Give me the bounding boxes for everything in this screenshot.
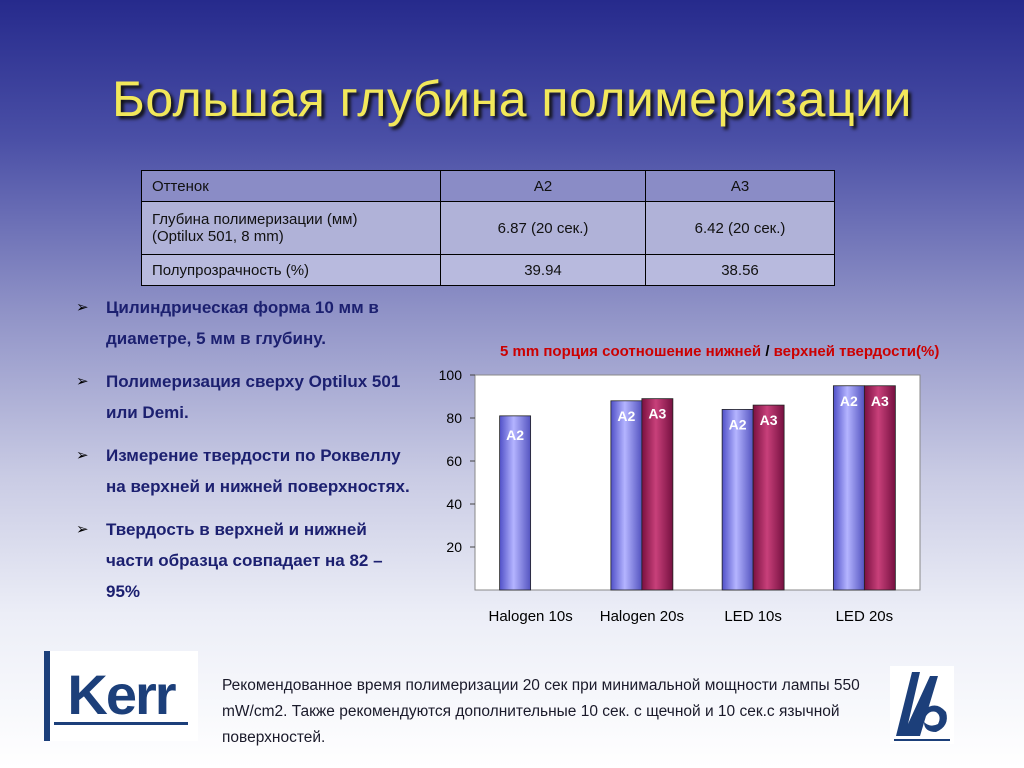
bar-a2 bbox=[610, 400, 643, 591]
y-tick-label: 100 bbox=[439, 367, 463, 383]
arrow-bullet-icon: ➢ bbox=[76, 447, 89, 464]
bar-data-label: A2 bbox=[506, 427, 524, 443]
chart-title: 5 mm порция соотношение нижней / верхней… bbox=[500, 343, 1010, 360]
table-cell-label-line: Глубина полимеризации (мм) bbox=[152, 211, 358, 228]
bullet-item: ➢ Цилиндрическая форма 10 мм в диаметре,… bbox=[72, 292, 417, 354]
table-cell-label: Глубина полимеризации (мм) (Optilux 501,… bbox=[141, 201, 441, 255]
x-tick-label: Halogen 10s bbox=[489, 608, 573, 625]
table-header-cell: Оттенок bbox=[141, 170, 441, 202]
table-row: Глубина полимеризации (мм) (Optilux 501,… bbox=[141, 201, 835, 255]
x-tick-label: LED 10s bbox=[724, 608, 782, 625]
table-cell: 6.42 (20 сек.) bbox=[645, 201, 835, 255]
table-row: Полупрозрачность (%) 39.94 38.56 bbox=[141, 254, 835, 286]
bar-data-label: A2 bbox=[729, 416, 747, 432]
arrow-bullet-icon: ➢ bbox=[76, 521, 89, 538]
arrow-bullet-icon: ➢ bbox=[76, 373, 89, 390]
kerr-logo-text: Kerr bbox=[67, 662, 176, 726]
arrow-bullet-icon: ➢ bbox=[76, 299, 89, 316]
bullet-item: ➢ Полимеризация сверху Optilux 501 или D… bbox=[72, 366, 417, 428]
bar-data-label: A3 bbox=[648, 406, 666, 422]
bar-a2 bbox=[721, 408, 754, 591]
bar-data-label: A3 bbox=[871, 393, 889, 409]
y-tick-label: 60 bbox=[446, 453, 462, 469]
bar-a2 bbox=[832, 385, 865, 591]
table-cell: 38.56 bbox=[645, 254, 835, 286]
table-header-cell: A3 bbox=[645, 170, 835, 202]
table-cell-label-line: (Optilux 501, 8 mm) bbox=[152, 228, 284, 245]
slide-title: Большая глубина полимеризации bbox=[112, 71, 912, 127]
chart-title-separator: / bbox=[765, 343, 770, 360]
table-cell: 6.87 (20 сек.) bbox=[440, 201, 646, 255]
kerr-logo-underline bbox=[54, 722, 188, 725]
x-tick-label: Halogen 20s bbox=[600, 608, 684, 625]
y-tick-label: 20 bbox=[446, 539, 462, 555]
bullet-text: Полимеризация сверху Optilux 501 или Dem… bbox=[106, 372, 401, 422]
brand-mark-icon bbox=[890, 666, 954, 744]
bullet-text: Измерение твердости по Роквеллу на верхн… bbox=[106, 446, 410, 496]
bar-a3 bbox=[752, 404, 785, 591]
bar-data-label: A2 bbox=[617, 408, 635, 424]
bullet-item: ➢ Измерение твердости по Роквеллу на вер… bbox=[72, 440, 417, 502]
bar-a3 bbox=[641, 398, 674, 591]
footer-note: Рекомендованное время полимеризации 20 с… bbox=[222, 677, 860, 746]
bar-data-label: A2 bbox=[840, 393, 858, 409]
chart-title-part: верхней твердости(%) bbox=[769, 343, 940, 360]
table-cell: 39.94 bbox=[440, 254, 646, 286]
bar-a3 bbox=[863, 385, 896, 591]
y-tick-label: 40 bbox=[446, 496, 462, 512]
spec-table: Оттенок A2 A3 Глубина полимеризации (мм)… bbox=[141, 170, 835, 286]
bullet-item: ➢ Твердость в верхней и нижней части обр… bbox=[72, 514, 417, 607]
y-tick-label: 80 bbox=[446, 410, 462, 426]
bar-a2 bbox=[499, 415, 532, 591]
kerr-logo-bar bbox=[44, 651, 50, 741]
x-tick-label: LED 20s bbox=[836, 608, 894, 625]
bullet-list: ➢ Цилиндрическая форма 10 мм в диаметре,… bbox=[72, 292, 417, 619]
table-cell-label: Полупрозрачность (%) bbox=[141, 254, 441, 286]
bullet-text: Цилиндрическая форма 10 мм в диаметре, 5… bbox=[106, 298, 379, 348]
table-header-row: Оттенок A2 A3 bbox=[141, 170, 835, 202]
bar-data-label: A3 bbox=[760, 412, 778, 428]
table-header-cell: A2 bbox=[440, 170, 646, 202]
bullet-text: Твердость в верхней и нижней части образ… bbox=[106, 520, 383, 601]
chart-title-part: 5 mm порция соотношение нижней bbox=[500, 343, 766, 360]
kerr-logo: Kerr bbox=[44, 651, 198, 741]
